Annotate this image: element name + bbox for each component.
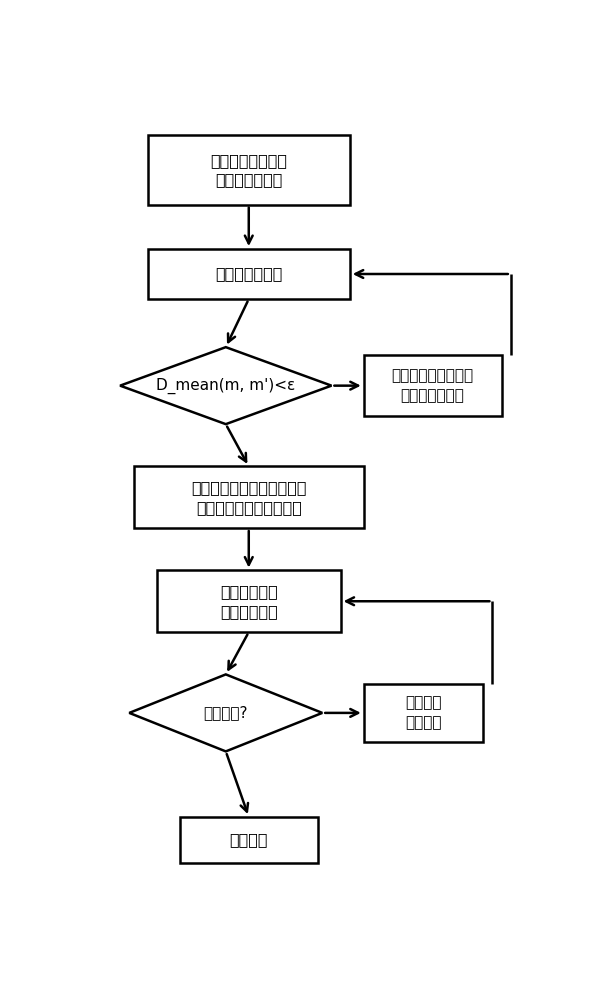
FancyBboxPatch shape bbox=[364, 684, 483, 742]
Text: 搭建实验系统，并
对标定模板成像: 搭建实验系统，并 对标定模板成像 bbox=[211, 153, 287, 187]
Text: 三维重建: 三维重建 bbox=[229, 832, 268, 847]
FancyBboxPatch shape bbox=[180, 817, 318, 863]
Text: 对系统进行标定: 对系统进行标定 bbox=[215, 266, 282, 282]
Text: 调试发动机，获得爆震火焰
图像，并对图像进行处理: 调试发动机，获得爆震火焰 图像，并对图像进行处理 bbox=[191, 480, 307, 515]
Polygon shape bbox=[129, 674, 323, 751]
FancyBboxPatch shape bbox=[134, 466, 364, 528]
Text: 增加模板照片数目，
改变拍摄的角度: 增加模板照片数目， 改变拍摄的角度 bbox=[391, 368, 474, 403]
Text: D_mean(m, m')<ε: D_mean(m, m')<ε bbox=[156, 378, 295, 394]
Polygon shape bbox=[120, 347, 331, 424]
Text: 匹配正确?: 匹配正确? bbox=[203, 705, 248, 720]
Text: 对图像进行极
线校正和匹配: 对图像进行极 线校正和匹配 bbox=[220, 584, 278, 619]
FancyBboxPatch shape bbox=[364, 355, 502, 416]
FancyBboxPatch shape bbox=[157, 570, 340, 632]
FancyBboxPatch shape bbox=[148, 249, 350, 299]
Text: 重新选择
相关窗口: 重新选择 相关窗口 bbox=[405, 696, 442, 730]
FancyBboxPatch shape bbox=[148, 135, 350, 205]
